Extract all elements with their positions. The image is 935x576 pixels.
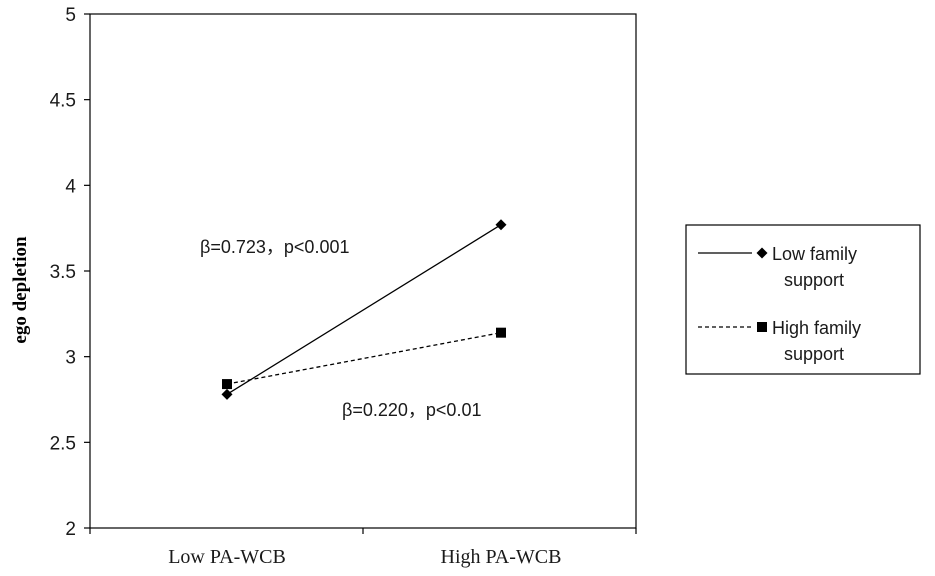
y-axis-title: ego depletion [10, 236, 31, 344]
y-tick-label: 2.5 [50, 433, 76, 454]
legend-label: Low family [772, 244, 857, 264]
data-point [495, 219, 507, 231]
series-line [226, 332, 502, 385]
annotations: β=0.723，p<0.001 β=0.220，p<0.01 [200, 237, 481, 420]
data-point [496, 327, 506, 338]
y-tick-label: 5 [65, 5, 76, 26]
series-annotation: β=0.723，p<0.001 [200, 237, 349, 257]
series-annotation: β=0.220，p<0.01 [342, 400, 481, 420]
series-1 [221, 219, 507, 400]
y-tick-label: 2 [65, 519, 76, 540]
legend-label: support [784, 270, 844, 290]
legend-box [685, 224, 921, 375]
series-2 [222, 327, 506, 390]
legend: Low family support High family support [685, 224, 921, 375]
data-point [222, 379, 232, 390]
series-layer [221, 219, 507, 400]
data-point [221, 388, 233, 400]
series-line [226, 224, 502, 395]
y-tick-label: 4.5 [50, 91, 76, 112]
x-category-label: High PA-WCB [441, 546, 562, 568]
y-tick-label: 3 [65, 348, 76, 369]
x-category-label: Low PA-WCB [168, 546, 286, 568]
legend-label: High family [772, 318, 861, 338]
legend-label: support [784, 344, 844, 364]
legend-marker [756, 247, 768, 259]
y-tick-label: 3.5 [50, 262, 76, 283]
x-axis: Low PA-WCB High PA-WCB [89, 528, 637, 568]
y-axis: 2 2.5 3 3.5 4 4.5 5 [50, 5, 90, 540]
y-tick-label: 4 [65, 176, 76, 197]
legend-marker [757, 322, 767, 332]
plot-frame [89, 13, 637, 529]
